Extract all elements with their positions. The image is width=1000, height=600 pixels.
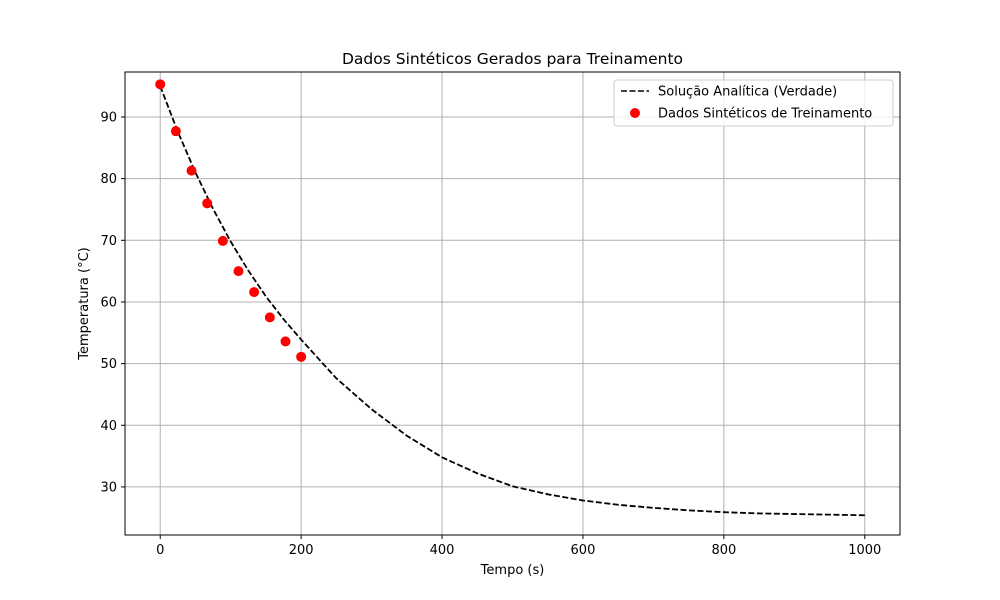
training-data-point — [155, 79, 166, 90]
y-tick-label: 80 — [100, 172, 117, 187]
training-data-point — [202, 198, 213, 209]
training-data-point — [186, 165, 197, 176]
training-data-point — [233, 266, 244, 277]
ticks: 0 200 400 600 800 1000 30 40 50 60 70 80 90 — [100, 111, 881, 558]
training-data-point — [280, 336, 291, 347]
y-axis-label: Temperatura (°C) — [77, 247, 92, 360]
y-tick-label: 50 — [100, 357, 117, 372]
x-tick-label: 200 — [289, 543, 314, 558]
legend-point-swatch — [630, 108, 640, 118]
axes-frame — [124, 71, 901, 536]
training-data-point — [296, 351, 307, 362]
x-tick-label: 0 — [156, 543, 164, 558]
y-tick-label: 30 — [100, 480, 117, 495]
legend-entry-synthetic: Dados Sintéticos de Treinamento — [658, 107, 872, 122]
y-tick-label: 40 — [100, 419, 117, 434]
y-tick-label: 90 — [100, 111, 117, 126]
x-axis-label: Tempo (s) — [480, 563, 545, 578]
training-data-point — [249, 287, 260, 298]
grid — [125, 72, 900, 535]
x-tick-label: 600 — [571, 543, 596, 558]
legend-entry-analytical: Solução Analítica (Verdade) — [658, 85, 837, 100]
y-tick-label: 60 — [100, 295, 117, 310]
chart-title: Dados Sintéticos Gerados para Treinament… — [342, 50, 683, 68]
training-data-point — [217, 235, 228, 246]
legend-box — [613, 79, 894, 127]
x-tick-label: 800 — [711, 543, 736, 558]
x-tick-label: 1000 — [848, 543, 881, 558]
analytical-solution-line — [159, 85, 865, 517]
x-tick-label: 400 — [430, 543, 455, 558]
training-data-point — [170, 126, 181, 137]
training-data-point — [264, 312, 275, 323]
y-tick-label: 70 — [100, 234, 117, 249]
plot-area — [155, 79, 865, 517]
legend: Solução Analítica (Verdade) Dados Sintét… — [613, 79, 894, 127]
